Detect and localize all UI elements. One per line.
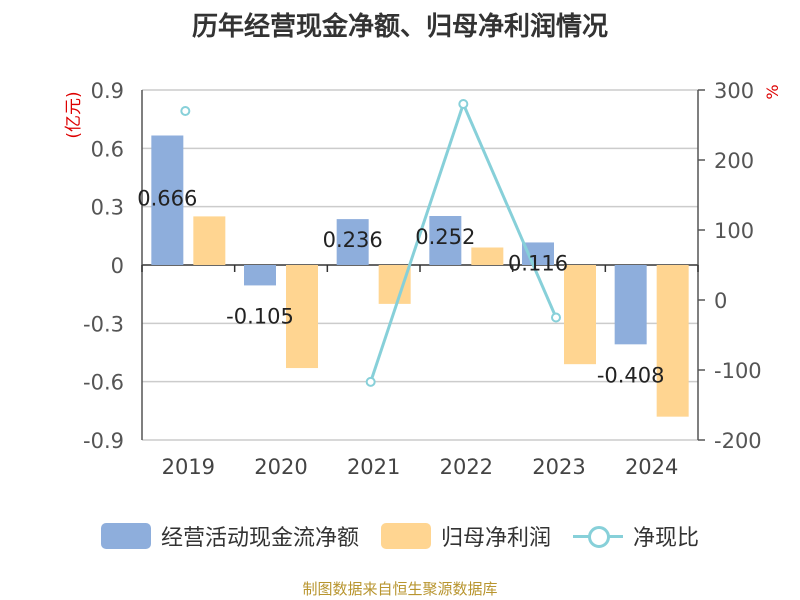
legend-label-operating-cash-flow: 经营活动现金流净额 xyxy=(160,526,359,551)
chart-title: 历年经营现金净额、归母净利润情况 xyxy=(191,12,608,42)
net-profit-bar-2024 xyxy=(656,265,689,417)
x-tick-label-2020: 2020 xyxy=(254,455,307,479)
left-tick-label: -0.9 xyxy=(83,429,124,453)
source-note: 制图数据来自恒生聚源数据库 xyxy=(302,580,498,598)
data-labels: 0.666 -0.105 0.236 0.252 0.116 -0.408 xyxy=(137,187,664,388)
x-tick-label-2022: 2022 xyxy=(440,455,493,479)
x-tick-label-2023: 2023 xyxy=(532,455,585,479)
x-tick-label-2024: 2024 xyxy=(625,455,678,479)
left-tick-label: -0.3 xyxy=(83,312,124,336)
right-tick-label: 0 xyxy=(714,289,727,313)
net-profit-bar-2023 xyxy=(564,265,596,365)
ratio-line xyxy=(180,99,561,387)
cash-flow-bar-2024 xyxy=(614,265,647,345)
x-tick-label-2021: 2021 xyxy=(347,455,400,479)
legend-item-cash-ratio[interactable]: 净现比 xyxy=(573,520,699,552)
net-profit-bar-2021 xyxy=(378,265,411,304)
data-label-2022: 0.252 xyxy=(415,225,475,249)
axes: 0.9 0.6 0.3 0 -0.3 -0.6 -0.9 300 200 100 0 -100 -200… xyxy=(83,79,762,479)
right-tick-label: 300 xyxy=(714,79,754,103)
data-label-2021: 0.236 xyxy=(323,228,383,252)
ratio-line-segment xyxy=(369,103,465,383)
data-label-2019: 0.666 xyxy=(137,187,197,211)
right-tick-label: -200 xyxy=(714,429,762,453)
data-label-2023: 0.116 xyxy=(508,251,568,275)
right-tick-label: -100 xyxy=(714,359,762,383)
x-tick-label-2019: 2019 xyxy=(162,455,215,479)
data-label-2020: -0.105 xyxy=(226,304,294,328)
legend-label-cash-ratio: 净现比 xyxy=(633,526,700,551)
bars xyxy=(151,135,689,417)
net-profit-bar-2019 xyxy=(193,216,226,265)
ratio-point-2023 xyxy=(551,312,561,323)
legend: 经营活动现金流净额 归母净利润 净现比 xyxy=(0,516,800,556)
left-tick-label: 0 xyxy=(111,254,124,278)
data-label-2024: -0.408 xyxy=(597,363,665,387)
cash-flow-bar-2021 xyxy=(336,219,369,265)
right-axis-unit: % xyxy=(763,84,782,99)
cash-flow-bar-2020 xyxy=(244,265,276,286)
net-profit-bar-2020 xyxy=(286,265,318,369)
left-axis-unit: (亿元) xyxy=(64,91,84,138)
cash-flow-bar-2019 xyxy=(151,135,184,265)
right-tick-label: 100 xyxy=(714,219,754,243)
legend-item-net-profit[interactable]: 归母净利润 xyxy=(380,520,551,552)
legend-item-operating-cash-flow[interactable]: 经营活动现金流净额 xyxy=(100,520,359,552)
cash-flow-bar-2022 xyxy=(429,216,462,265)
left-tick-label: -0.6 xyxy=(83,371,124,395)
left-tick-label: 0.3 xyxy=(91,196,124,220)
ratio-point-2022 xyxy=(458,99,469,109)
legend-swatch-net-profit xyxy=(380,523,431,549)
right-tick-label: 200 xyxy=(714,149,754,173)
left-tick-label: 0.6 xyxy=(91,137,124,161)
legend-label-net-profit: 归母净利润 xyxy=(440,526,551,551)
ratio-point-2019 xyxy=(180,106,191,116)
ratio-point-2021 xyxy=(365,376,376,387)
legend-swatch-cash-ratio xyxy=(573,523,623,549)
net-profit-bar-2022 xyxy=(471,247,504,265)
left-tick-label: 0.9 xyxy=(91,79,124,103)
legend-swatch-operating-cash-flow xyxy=(100,523,151,549)
ratio-line-segment xyxy=(461,103,558,319)
